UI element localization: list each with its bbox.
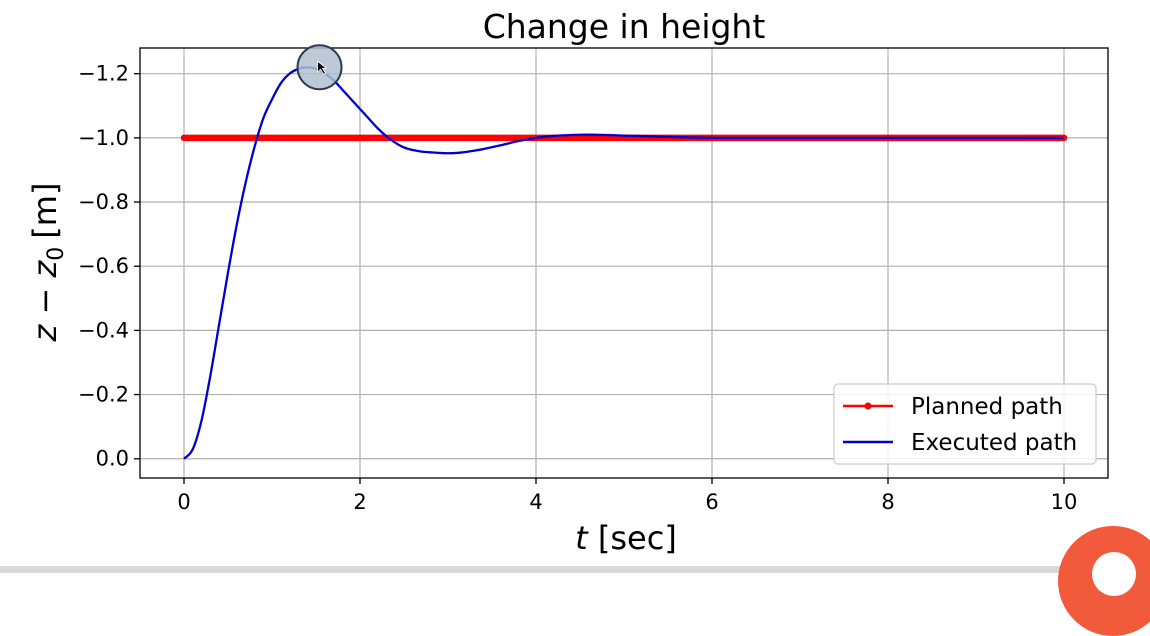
x-tick-label: 4 <box>529 490 542 514</box>
plot-area <box>139 47 1109 479</box>
legend-label-planned: Planned path <box>911 394 1063 420</box>
legend-box <box>833 383 1097 465</box>
series-line-executed-path <box>183 66 1064 460</box>
series-layer <box>180 66 1068 460</box>
y-tick-label: −0.8 <box>78 190 129 214</box>
y-tick-label: −0.2 <box>78 383 129 407</box>
x-axis-label-unit: [sec] <box>598 519 677 557</box>
y-tick-label: −1.2 <box>78 62 129 86</box>
legend-label-executed: Executed path <box>911 430 1077 456</box>
x-tick-label: 2 <box>353 490 366 514</box>
axis-ticks: 0 2 4 6 8 10 0.0 −0.2 −0.4 −0.6 −0.8 −1.0 −1.2 <box>78 62 1077 514</box>
y-tick-label: −0.4 <box>78 318 129 342</box>
y-tick-label: −0.6 <box>78 254 129 278</box>
y-axis-label: z − z0 [m] <box>26 183 69 343</box>
y-axis-label-main: z − z <box>26 259 64 342</box>
x-tick-label: 6 <box>705 490 718 514</box>
cursor-highlight <box>296 44 343 91</box>
y-tick-label: 0.0 <box>96 447 129 471</box>
bottom-bar <box>0 566 1150 573</box>
x-axis-label: t [sec] <box>575 519 677 557</box>
chart-title: Change in height <box>483 7 766 46</box>
corner-badge-icon <box>1092 552 1136 596</box>
x-tick-label: 8 <box>881 490 894 514</box>
y-axis-label-unit: [m] <box>26 183 64 239</box>
line-chart: 0 2 4 6 8 10 0.0 −0.2 −0.4 −0.6 −0.8 −1.0 −1.2 Chang… <box>26 7 1109 557</box>
legend: Planned path Executed path <box>833 383 1097 465</box>
x-tick-label: 10 <box>1051 490 1078 514</box>
mouse-pointer-icon <box>317 60 328 75</box>
x-tick-label: 0 <box>177 490 190 514</box>
x-axis-label-main: t <box>575 519 589 557</box>
legend-marker-planned <box>864 402 872 410</box>
y-tick-label: −1.0 <box>78 126 129 150</box>
y-axis-label-sub: 0 <box>44 247 69 261</box>
